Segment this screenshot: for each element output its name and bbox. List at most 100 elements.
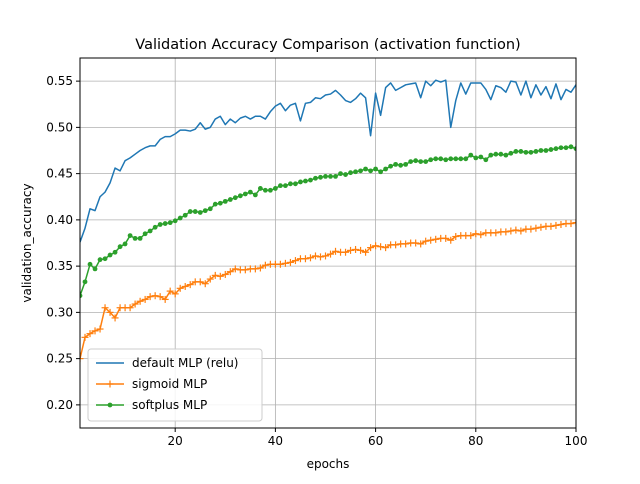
data-point — [507, 227, 515, 235]
legend-entry: sigmoid MLP — [96, 377, 207, 391]
data-point — [579, 143, 584, 148]
data-point — [588, 217, 595, 224]
data-point — [293, 181, 298, 187]
x-axis-label: epochs — [307, 457, 350, 471]
data-point — [202, 208, 208, 214]
data-point — [483, 157, 489, 163]
y-tick-label: 0.35 — [46, 259, 73, 273]
data-point — [182, 212, 188, 218]
data-point — [538, 148, 544, 153]
series-layer — [80, 79, 595, 363]
data-point — [92, 266, 98, 272]
legend-marker — [107, 402, 113, 408]
data-point — [413, 158, 419, 164]
data-point — [367, 244, 375, 252]
data-point — [177, 215, 183, 221]
legend: default MLP (relu) sigmoid MLP softplus ML… — [87, 348, 263, 422]
data-point — [543, 148, 549, 153]
legend-marker — [106, 380, 114, 388]
data-point — [87, 261, 93, 267]
data-point — [589, 142, 594, 147]
data-point — [221, 270, 229, 278]
data-point — [157, 222, 163, 227]
data-point — [107, 252, 113, 258]
data-point — [513, 149, 519, 154]
data-point — [478, 154, 484, 160]
data-point — [82, 279, 88, 285]
data-point — [377, 243, 385, 251]
data-point — [146, 293, 154, 301]
chart-title: Validation Accuracy Comparison (activati… — [135, 37, 520, 53]
series-line — [80, 79, 576, 243]
series-1 — [80, 217, 595, 363]
data-point — [448, 156, 454, 162]
data-point — [363, 166, 368, 172]
y-tick-label: 0.25 — [46, 352, 73, 366]
data-point — [256, 264, 264, 272]
data-point — [423, 159, 429, 165]
data-point — [468, 152, 474, 158]
data-point — [323, 174, 328, 179]
x-tick-label: 40 — [268, 434, 283, 448]
data-point — [418, 159, 424, 165]
data-point — [568, 144, 574, 150]
data-point — [212, 201, 218, 207]
data-point — [161, 295, 169, 303]
data-point — [443, 157, 449, 163]
data-point — [528, 149, 534, 155]
data-point — [442, 234, 450, 242]
data-point — [378, 169, 384, 175]
data-point — [137, 235, 143, 241]
data-point — [261, 261, 269, 269]
data-point — [362, 248, 370, 256]
data-point — [288, 181, 293, 187]
data-point — [342, 248, 350, 256]
data-point — [493, 151, 499, 157]
data-point — [186, 281, 194, 289]
y-axis: 0.20 0.25 0.30 0.35 0.40 0.45 0.50 0.55 — [46, 74, 80, 412]
legend-label: softplus MLP — [132, 398, 207, 412]
data-point — [106, 308, 114, 316]
data-point — [557, 221, 565, 228]
data-point — [298, 179, 303, 185]
data-point — [222, 198, 228, 204]
data-point — [276, 260, 284, 268]
data-point — [232, 195, 238, 201]
data-point — [467, 232, 475, 240]
data-point — [171, 290, 179, 298]
data-point — [398, 162, 404, 168]
data-point — [502, 228, 510, 236]
data-point — [272, 186, 278, 191]
y-tick-label: 0.55 — [46, 74, 73, 88]
data-point — [117, 244, 123, 250]
data-point — [291, 257, 299, 265]
data-point — [267, 187, 273, 193]
data-point — [122, 241, 128, 247]
data-point — [508, 150, 514, 156]
data-point — [372, 242, 380, 250]
data-point — [537, 223, 545, 231]
data-point — [313, 175, 318, 181]
legend-box — [87, 348, 263, 422]
data-point — [348, 170, 353, 176]
data-point — [517, 227, 525, 235]
data-point — [162, 221, 168, 226]
plot-frame — [79, 57, 577, 429]
data-point — [518, 149, 524, 154]
data-point — [477, 231, 485, 239]
data-point — [247, 189, 253, 195]
x-tick-label: 80 — [468, 434, 483, 448]
data-point — [583, 217, 590, 224]
data-point — [286, 258, 294, 266]
data-point — [206, 275, 214, 283]
data-point — [80, 293, 83, 299]
data-point — [403, 161, 409, 167]
data-point — [573, 146, 576, 152]
data-point — [141, 295, 149, 303]
data-point — [318, 174, 323, 180]
data-point — [432, 235, 440, 243]
data-point — [112, 249, 118, 255]
data-point — [308, 177, 313, 183]
